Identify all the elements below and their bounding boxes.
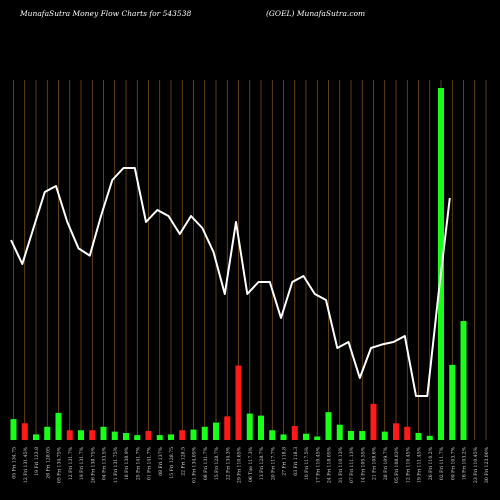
- money-flow-bars: [10, 88, 467, 440]
- flow-bar: [89, 430, 96, 440]
- x-axis-labels: 05 Fri 134.75 12 Fri 131.45% 19 Fri 123.8 2…: [12, 446, 491, 483]
- flow-bar: [460, 321, 467, 440]
- x-tick-label: 19 Fri 111.45%: [417, 446, 423, 483]
- flow-bar: [359, 430, 366, 440]
- flow-bar: [269, 430, 276, 440]
- flow-bar: [21, 423, 28, 440]
- flow-bar: [291, 426, 298, 440]
- flow-bar: [179, 430, 186, 440]
- flow-bar: [325, 412, 332, 440]
- flow-bar: [10, 419, 17, 440]
- x-tick-label: 17 Fri 110.45%: [315, 446, 321, 483]
- flow-bar: [213, 422, 219, 440]
- x-tick-label: 22 Fri 128.5: [180, 447, 186, 476]
- flow-bar: [145, 430, 152, 440]
- x-tick-label: 13 Fri 128.7%: [259, 446, 265, 480]
- flow-bar: [156, 435, 163, 440]
- flow-bar: [235, 365, 242, 440]
- flow-bar: [381, 431, 388, 440]
- flow-bar: [201, 426, 208, 440]
- x-tick-label: 12 Fri 131.45%: [23, 446, 29, 483]
- x-tick-label: 29 Fri 110.65%: [237, 446, 243, 483]
- flow-bar: [123, 433, 129, 440]
- x-tick-label: 22 Fri 134.3%: [225, 446, 231, 480]
- x-tick-label: 30 Fri 123.00%: [484, 446, 490, 483]
- x-tick-label: 06 Tue 117.3%: [248, 446, 254, 482]
- flow-bar: [303, 433, 309, 440]
- x-tick-label: 15 Fri 128.7%: [214, 446, 220, 480]
- x-tick-label: 15 Fri 128.75: [169, 447, 175, 479]
- flow-bar: [190, 429, 197, 440]
- chart-title-left: MunafaSutra Money Flow Charts for 543538: [20, 9, 192, 18]
- x-tick-label: 04 Fri 133.5%: [102, 446, 108, 480]
- flow-bar: [314, 436, 321, 440]
- x-tick-label: 08 Fri 137%: [158, 446, 164, 475]
- flow-bar: [280, 434, 287, 440]
- x-tick-label: 24 Fri 118.05%: [327, 446, 333, 483]
- flow-bar: [415, 433, 422, 440]
- x-tick-label: 07 Fri 111.13%: [349, 446, 355, 483]
- x-tick-label: 23 Fri 110.45%: [473, 446, 479, 483]
- flow-bar: [393, 423, 399, 440]
- x-tick-label: 05 Fri 108.03%: [394, 446, 400, 483]
- x-tick-label: 14 Fri 105.55%: [360, 446, 366, 483]
- flow-bar: [336, 424, 343, 440]
- x-tick-label: 26 Fri 128.05: [45, 447, 51, 479]
- x-tick-label: 02 Fri 111.7%: [439, 446, 445, 480]
- x-tick-label: 01 Fri 134.05%: [192, 446, 198, 483]
- x-tick-label: 12 Fri 110.45%: [405, 446, 411, 483]
- flow-bar: [246, 413, 253, 440]
- price-line: [10, 167, 451, 397]
- x-tick-label: 05 Fri 134.75: [12, 447, 18, 479]
- x-tick-label: 18 Fri 138.9%: [124, 446, 130, 480]
- flow-bar: [426, 435, 433, 440]
- flow-bar: [348, 430, 354, 440]
- chart-title-right: (GOEL) MunafaSutra.com: [266, 9, 366, 18]
- x-tick-label: 27 Fri 118.8: [282, 447, 288, 476]
- flow-bar: [66, 430, 73, 440]
- x-tick-label: 01 Fri 141.7%: [147, 446, 153, 480]
- x-tick-label: 26 Fri 138.75%: [90, 446, 96, 483]
- x-tick-label: 25 Fri 141.7%: [135, 446, 141, 480]
- x-tick-label: 11 Fri 131.75%: [113, 446, 119, 483]
- x-tick-label: 08 Fri 131.7%: [203, 446, 209, 480]
- flow-bar: [111, 431, 118, 440]
- flow-bar: [44, 426, 51, 440]
- x-tick-label: 31 Fri 110.13%: [338, 446, 344, 483]
- flow-bar: [33, 434, 39, 440]
- x-tick-label: 28 Fri 109.7%: [383, 446, 389, 480]
- x-tick-label: 19 Fri 131.7%: [79, 446, 85, 480]
- flow-bar: [78, 430, 84, 440]
- flow-bar: [134, 435, 141, 440]
- flow-bar: [168, 434, 174, 440]
- x-tick-label: 12 Fri 131.7%: [68, 446, 74, 480]
- x-tick-label: 16 Fri 103.2%: [462, 446, 468, 480]
- x-tick-label: 05 Fri 134.75%: [57, 446, 63, 483]
- x-tick-label: 26 Fri 110.2%: [428, 446, 434, 480]
- flow-bar: [258, 415, 264, 440]
- x-tick-label: 19 Fri 123.8: [34, 447, 40, 476]
- flow-bar: [370, 403, 377, 440]
- flow-bar: [55, 412, 62, 440]
- x-tick-label: 10 Fri 117.5%: [304, 446, 310, 480]
- x-tick-label: 20 Fri 117.7%: [270, 446, 276, 480]
- flow-bar: [100, 426, 107, 440]
- x-tick-label: 03 Fri 118.3: [293, 447, 299, 476]
- flow-bar: [404, 426, 411, 440]
- flow-bar: [438, 88, 444, 440]
- x-tick-label: 21 Fri 108.6%: [372, 446, 378, 480]
- flow-bar: [449, 364, 456, 440]
- x-tick-label: 09 Fri 103.7%: [450, 446, 456, 480]
- flow-bar: [224, 416, 231, 440]
